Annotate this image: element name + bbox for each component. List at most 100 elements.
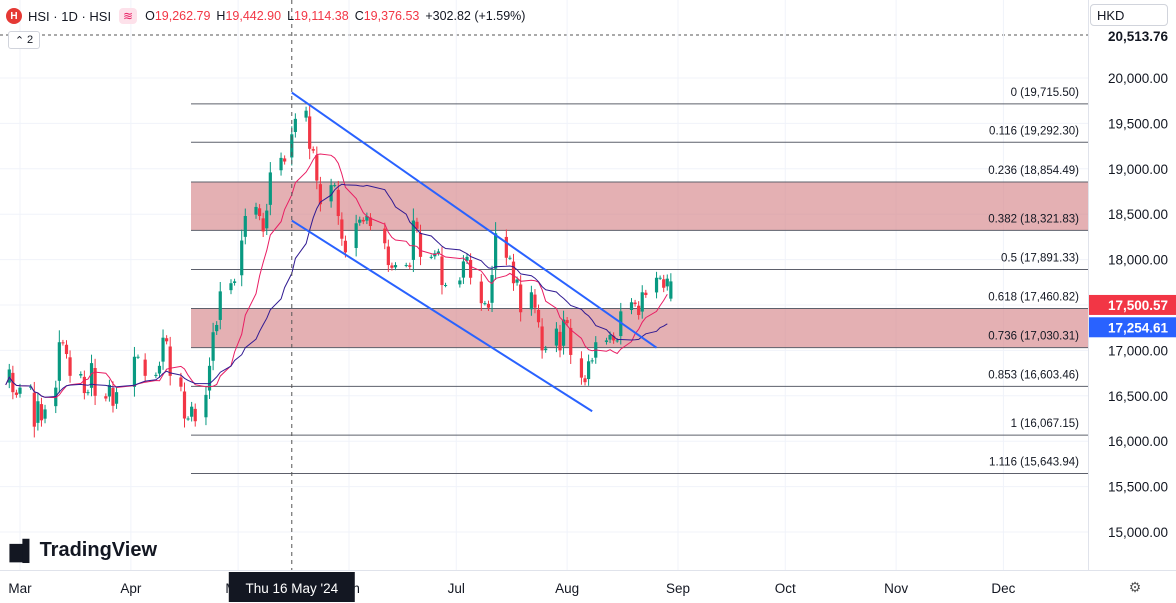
candle-body <box>57 342 61 381</box>
crosshair-label: Thu 16 May '24 <box>245 581 338 596</box>
candle-body <box>590 360 594 362</box>
fib-lines <box>191 103 1088 475</box>
time-tick-label: Jul <box>448 581 465 596</box>
candle-body <box>436 251 441 253</box>
ma-slow-line <box>5 183 668 398</box>
candle-body <box>261 218 265 232</box>
price-tick-label: 19,000.00 <box>1108 162 1168 177</box>
tradingview-logo[interactable]: ▆▌ TradingView <box>10 538 157 563</box>
fib-zone <box>191 182 1088 231</box>
candle-body <box>386 246 390 266</box>
candle-body <box>64 344 69 355</box>
candle-body <box>644 292 648 296</box>
candle-body <box>190 406 194 417</box>
top-price-label: 20,513.76 <box>1108 29 1169 44</box>
indicator-toggle[interactable]: ⌃ 2 <box>8 31 40 49</box>
candle-body <box>633 302 637 305</box>
price-tick-label: 19,500.00 <box>1108 116 1168 131</box>
candle-body <box>654 277 659 293</box>
candle-body <box>483 303 487 305</box>
candle-body <box>554 328 559 346</box>
candle-body <box>443 285 448 287</box>
candle-body <box>104 396 108 399</box>
gear-icon[interactable]: ⚙ <box>1128 578 1142 595</box>
candle-body <box>257 208 262 217</box>
candle-body <box>283 158 287 162</box>
price-label: 17,254.61 <box>1108 320 1169 335</box>
fib-label: 0.382 (18,321.83) <box>988 213 1079 225</box>
candle-body <box>658 277 662 279</box>
fib-label: 1 (16,067.15) <box>1011 418 1080 430</box>
candle-body <box>240 240 244 276</box>
candle-body <box>36 401 40 423</box>
candle-body <box>508 257 512 259</box>
candle-body <box>529 292 533 310</box>
candle-body <box>340 219 344 239</box>
candle-body <box>494 233 498 269</box>
candle-body <box>404 265 408 267</box>
candle-body <box>68 357 72 376</box>
change-value: +302.82 (+1.59%) <box>425 9 526 23</box>
price-axis[interactable]: 15,000.00 15,500.00 16,000.00 16,500.00 17,0… <box>1088 0 1176 603</box>
candle-body <box>354 223 358 248</box>
candles <box>7 106 673 438</box>
candle-body <box>615 340 619 342</box>
candle-body <box>107 384 112 397</box>
candle-body <box>157 365 162 374</box>
time-tick-label: Dec <box>991 581 1015 596</box>
candle-body <box>211 332 215 361</box>
candle-body <box>304 110 308 118</box>
candle-body <box>61 342 65 344</box>
channel-line <box>291 219 593 413</box>
price-channel[interactable] <box>291 91 658 413</box>
candle-body <box>637 305 641 315</box>
candle-body <box>179 377 183 387</box>
candle-body <box>182 391 187 419</box>
candle-body <box>569 327 573 355</box>
symbol-label[interactable]: HSI · 1D · HSI <box>28 8 112 24</box>
price-label: 17,500.57 <box>1108 298 1168 313</box>
indicator-flag-icon[interactable]: ≋ <box>119 8 138 24</box>
currency-selector[interactable]: HKD <box>1090 4 1168 26</box>
candle-body <box>268 172 272 205</box>
candle-body <box>629 302 634 310</box>
candle-body <box>315 155 319 181</box>
candle-body <box>204 394 208 418</box>
candle-body <box>415 221 419 229</box>
candle-body <box>333 185 337 187</box>
candle-body <box>540 326 544 351</box>
candle-body <box>461 261 466 278</box>
candle-body <box>279 157 283 171</box>
candle-body <box>586 361 591 380</box>
time-tick-label: Sep <box>666 581 690 596</box>
fib-label: 0.618 (17,460.82) <box>988 292 1079 304</box>
candle-body <box>32 392 36 427</box>
candle-body <box>111 388 115 406</box>
price-tick-label: 15,500.00 <box>1108 480 1168 495</box>
price-tick-label: 20,000.00 <box>1108 71 1168 86</box>
candle-body <box>465 256 469 261</box>
candle-body <box>418 232 423 257</box>
candle-body <box>368 217 373 227</box>
candle-body <box>612 335 616 341</box>
candle-body <box>243 216 247 237</box>
candle-body <box>361 219 365 222</box>
candle-body <box>390 265 394 268</box>
crosshair-label-bg <box>228 572 355 602</box>
candle-body <box>561 319 566 346</box>
candle-body <box>504 236 508 258</box>
time-tick-label: Mar <box>8 581 32 596</box>
candle-body <box>511 261 516 284</box>
time-axis[interactable]: MarAprMayJunJulAugSepOctNovDecThu 16 May… <box>0 570 1176 603</box>
candle-body <box>193 408 197 422</box>
fib-label: 0.236 (18,854.49) <box>988 165 1079 177</box>
price-tick-label: 18,500.00 <box>1108 207 1168 222</box>
price-label-bg <box>1089 317 1176 338</box>
candle-body <box>515 279 519 283</box>
fib-label: 0.5 (17,891.33) <box>1001 252 1079 264</box>
candle-body <box>665 278 669 287</box>
candle-body <box>383 228 387 244</box>
candle-body <box>662 279 666 288</box>
candle-body <box>143 359 147 376</box>
